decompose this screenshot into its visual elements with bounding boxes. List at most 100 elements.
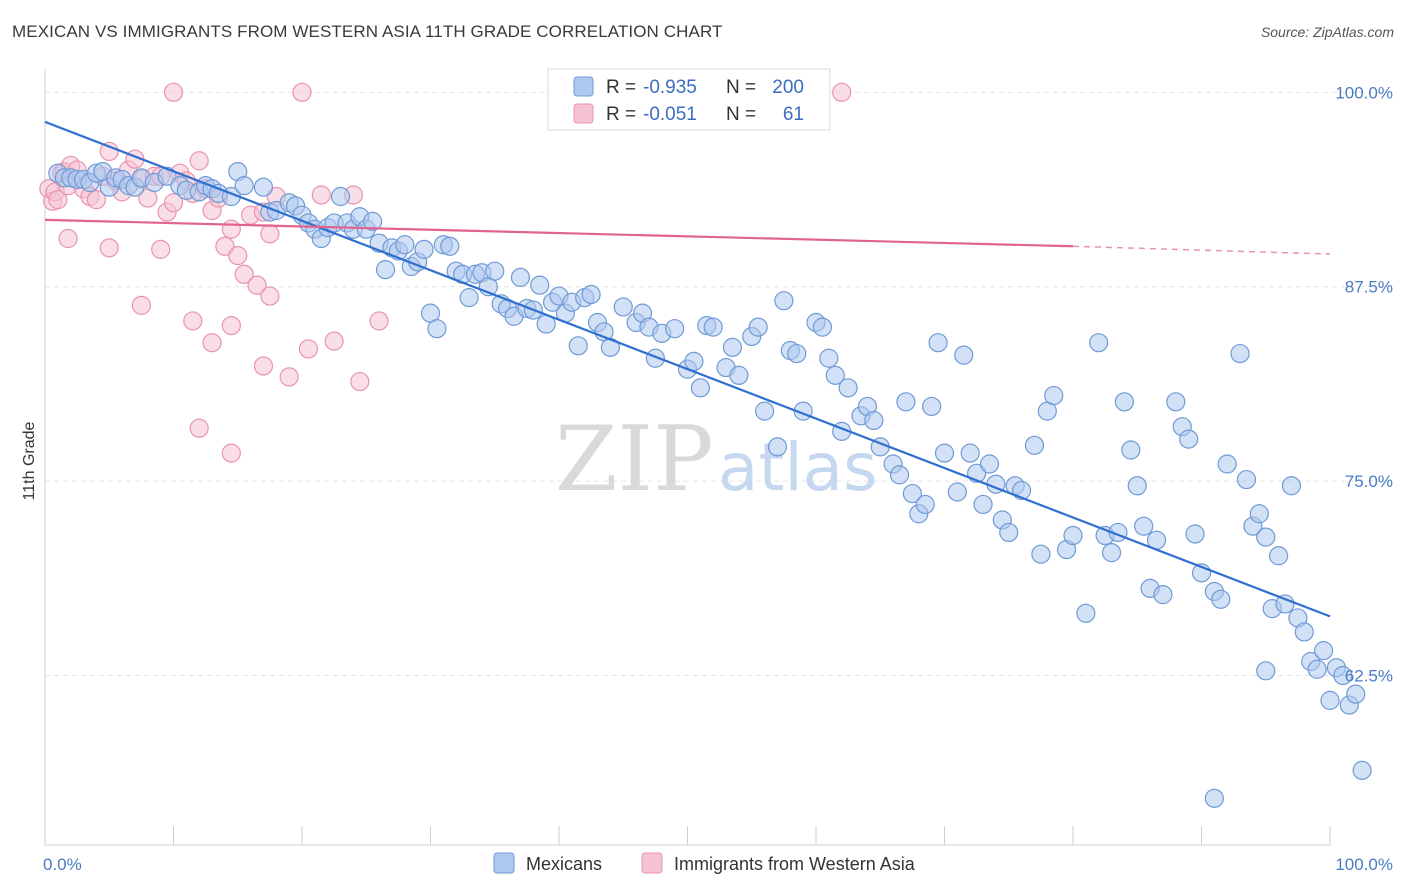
bottom-legend-swatch-mexicans bbox=[493, 852, 515, 874]
y-tick-label: 75.0% bbox=[1345, 472, 1393, 491]
data-point-immigrants bbox=[189, 418, 209, 438]
data-point-mexican bbox=[485, 261, 505, 281]
data-point-immigrants bbox=[86, 190, 107, 210]
data-point-immigrants bbox=[253, 356, 274, 376]
data-point-mexican bbox=[1333, 665, 1353, 686]
watermark-zip: ZIP bbox=[555, 407, 714, 512]
data-point-mexican bbox=[1031, 544, 1051, 564]
data-point-mexican bbox=[1134, 516, 1154, 536]
data-point-mexican bbox=[1044, 385, 1064, 406]
data-point-immigrants bbox=[215, 236, 235, 256]
trend-lines bbox=[44, 120, 1331, 618]
legend-n-label: N = bbox=[726, 77, 756, 98]
data-point-mexican bbox=[1204, 788, 1224, 808]
data-point-mexican bbox=[729, 365, 749, 385]
data-point-immigrants bbox=[260, 224, 280, 244]
legend-swatch-immigrants bbox=[573, 103, 594, 124]
y-tick-label: 100.0% bbox=[1335, 83, 1393, 102]
data-point-mexican bbox=[363, 211, 383, 232]
stats-legend: R = -0.935 N = 200 R = -0.051 N = 61 bbox=[547, 68, 831, 131]
data-point-immigrants bbox=[247, 275, 267, 295]
data-point-mexican bbox=[1249, 504, 1269, 524]
legend-n-value: 61 bbox=[783, 104, 804, 125]
legend-r-label: R = bbox=[606, 104, 636, 125]
legend-r-label: R = bbox=[606, 77, 636, 98]
data-point-mexican bbox=[1281, 476, 1302, 496]
data-point-mexican bbox=[1121, 440, 1141, 460]
legend-r-value: -0.935 bbox=[643, 77, 697, 98]
data-point-mexican bbox=[330, 186, 351, 207]
data-point-mexican bbox=[157, 166, 177, 186]
tick-labels: 100.0% 87.5% 75.0% 62.5% 0.0% 100.0% bbox=[43, 83, 1393, 874]
data-point-immigrants bbox=[228, 246, 248, 266]
data-point-immigrants bbox=[58, 228, 78, 249]
y-axis-label: 11th Grade bbox=[21, 421, 38, 500]
data-point-mexican bbox=[1320, 690, 1340, 710]
bottom-legend-label-mexicans: Mexicans bbox=[526, 854, 602, 874]
data-point-mexican bbox=[395, 235, 415, 255]
data-point-mexican bbox=[954, 345, 974, 365]
data-point-immigrants bbox=[292, 82, 312, 102]
data-point-mexican bbox=[1268, 546, 1289, 566]
data-point-mexican bbox=[1346, 684, 1366, 704]
data-point-mexican bbox=[960, 443, 980, 463]
data-point-mexican bbox=[253, 177, 274, 197]
data-point-mexican bbox=[690, 378, 710, 398]
data-point-immigrants bbox=[350, 371, 370, 392]
data-point-mexican bbox=[530, 275, 550, 295]
data-point-mexican bbox=[1024, 435, 1045, 455]
series-mexicans bbox=[48, 162, 1372, 808]
watermark-atlas: atlas bbox=[718, 429, 878, 506]
data-point-mexican bbox=[722, 337, 743, 357]
data-point-mexican bbox=[1185, 524, 1205, 544]
data-point-mexican bbox=[825, 365, 845, 385]
data-point-mexican bbox=[581, 284, 601, 305]
data-point-immigrants bbox=[183, 311, 203, 331]
data-point-mexican bbox=[459, 288, 479, 308]
data-point-immigrants bbox=[163, 193, 184, 213]
bottom-legend: Mexicans Immigrants from Western Asia bbox=[493, 852, 916, 874]
data-point-mexican bbox=[774, 291, 794, 311]
data-point-mexican bbox=[510, 267, 531, 287]
data-point-mexican bbox=[427, 319, 447, 339]
data-point-mexican bbox=[440, 236, 460, 256]
data-point-mexican bbox=[1179, 429, 1199, 449]
chart-title: MEXICAN VS IMMIGRANTS FROM WESTERN ASIA … bbox=[12, 22, 723, 41]
data-point-mexican bbox=[1236, 469, 1257, 490]
data-point-immigrants bbox=[189, 151, 209, 171]
data-point-mexican bbox=[915, 494, 935, 515]
data-point-mexican bbox=[947, 482, 967, 502]
data-point-mexican bbox=[767, 437, 788, 457]
data-point-immigrants bbox=[260, 286, 280, 306]
bottom-legend-swatch-immigrants bbox=[641, 852, 663, 874]
data-point-mexican bbox=[838, 378, 858, 398]
data-point-immigrants bbox=[369, 311, 389, 331]
data-point-mexican bbox=[1230, 343, 1250, 364]
data-point-immigrants bbox=[298, 339, 319, 359]
bottom-legend-label-immigrants: Immigrants from Western Asia bbox=[674, 854, 916, 874]
data-point-mexican bbox=[1114, 392, 1135, 412]
data-point-mexican bbox=[748, 317, 768, 337]
data-point-immigrants bbox=[324, 331, 344, 351]
legend-r-value: -0.051 bbox=[643, 104, 697, 125]
source-label: Source: ZipAtlas.com bbox=[1260, 24, 1394, 40]
stats-legend-box bbox=[547, 68, 831, 131]
data-point-mexican bbox=[645, 348, 665, 368]
data-point-mexican bbox=[934, 443, 955, 463]
data-point-immigrants bbox=[832, 82, 852, 102]
data-point-immigrants bbox=[279, 367, 299, 387]
data-point-mexican bbox=[1256, 527, 1276, 547]
legend-n-label: N = bbox=[726, 104, 756, 125]
data-point-mexican bbox=[375, 260, 396, 280]
data-point-mexican bbox=[812, 317, 833, 337]
legend-swatch-mexicans bbox=[573, 76, 594, 97]
data-point-mexican bbox=[999, 522, 1019, 543]
data-point-immigrants bbox=[99, 238, 119, 258]
data-point-immigrants bbox=[131, 295, 151, 315]
data-point-mexican bbox=[1127, 476, 1147, 496]
y-tick-label: 62.5% bbox=[1345, 666, 1393, 685]
data-point-mexican bbox=[1076, 603, 1096, 623]
data-point-mexican bbox=[1294, 622, 1314, 642]
data-point-mexican bbox=[1211, 589, 1231, 609]
